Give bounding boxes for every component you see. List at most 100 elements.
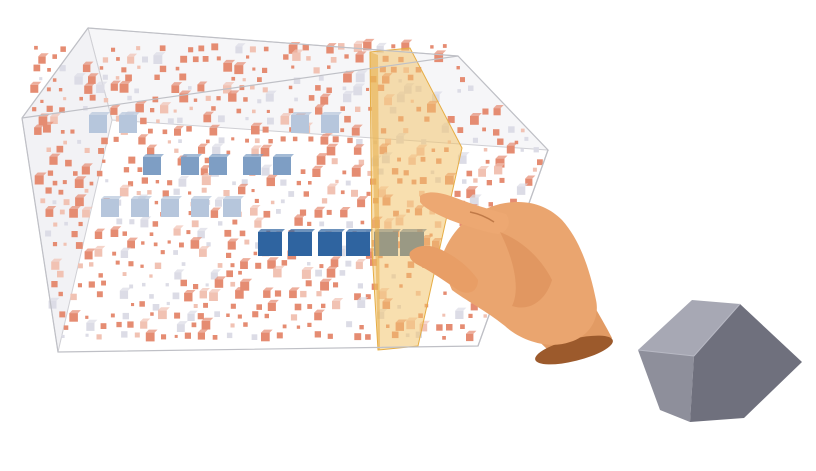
voxel	[468, 313, 473, 318]
highlighted-voxel-top	[143, 154, 164, 157]
voxel	[319, 264, 324, 269]
voxel	[254, 198, 259, 203]
voxel-top	[315, 104, 326, 108]
voxel-top	[159, 102, 172, 106]
voxel	[200, 168, 208, 176]
voxel	[327, 186, 336, 195]
voxel	[351, 167, 361, 177]
voxel	[188, 211, 193, 216]
voxel-top	[340, 206, 351, 210]
voxel	[330, 259, 339, 267]
cube-front-face	[638, 350, 694, 422]
voxel	[116, 218, 123, 225]
highlighted-voxel-top	[131, 196, 152, 199]
voxel-top	[171, 82, 183, 86]
voxel	[340, 128, 345, 133]
voxel	[316, 291, 322, 297]
voxel-top	[525, 175, 536, 179]
voxel	[172, 292, 180, 300]
voxel	[320, 96, 329, 105]
voxel-top	[280, 113, 293, 117]
voxel	[495, 158, 505, 168]
voxel	[234, 65, 244, 75]
voxel	[46, 87, 51, 92]
slice-plane[interactable]	[369, 47, 463, 351]
voxel-top	[74, 73, 86, 77]
voxel-top	[234, 62, 247, 66]
voxel-top	[190, 237, 203, 241]
voxel	[173, 228, 181, 236]
voxel	[197, 230, 205, 239]
voxel	[291, 65, 295, 69]
voxel	[167, 180, 173, 186]
voxel	[226, 252, 232, 258]
voxel	[314, 331, 321, 338]
voxel	[366, 191, 371, 196]
voxel	[39, 77, 43, 81]
hand-pointer-icon[interactable]	[409, 192, 615, 370]
voxel	[102, 74, 108, 80]
voxel	[252, 311, 259, 318]
voxel-top	[86, 319, 98, 323]
voxel-top	[94, 245, 106, 249]
voxel-top	[127, 53, 138, 57]
highlighted-voxel-top	[243, 154, 264, 157]
voxel	[347, 137, 353, 144]
voxel	[179, 93, 189, 103]
highlighted-voxel	[318, 232, 342, 256]
voxel	[69, 209, 78, 218]
highlighted-voxel-top	[223, 196, 244, 199]
voxel	[292, 52, 301, 61]
voxel	[102, 57, 109, 63]
voxel	[499, 177, 505, 183]
voxel	[47, 170, 54, 176]
voxel	[473, 178, 478, 183]
voxel	[174, 312, 181, 319]
voxel-top	[201, 317, 214, 321]
voxel	[113, 136, 119, 142]
voxel	[267, 117, 274, 125]
voxel	[457, 89, 461, 93]
voxel-top	[119, 80, 132, 84]
voxel-top	[506, 142, 518, 146]
voxel	[239, 230, 246, 237]
voxel-top	[267, 257, 279, 261]
voxel	[142, 282, 146, 287]
slice-plane-surface[interactable]	[369, 47, 463, 351]
voxel	[179, 73, 187, 81]
voxel	[122, 312, 129, 320]
voxel	[215, 199, 222, 207]
voxel	[339, 270, 346, 276]
voxel-top	[110, 80, 121, 84]
voxel	[241, 179, 248, 186]
voxel	[167, 118, 174, 125]
voxel-top	[203, 111, 215, 115]
voxel	[472, 137, 478, 143]
voxel-top	[69, 206, 81, 210]
voxel	[280, 116, 290, 125]
voxel-top	[110, 226, 122, 230]
voxel-top	[197, 81, 208, 85]
voxel	[315, 269, 322, 277]
voxel	[51, 281, 58, 288]
voxel-top	[74, 176, 87, 180]
voxel	[188, 86, 192, 90]
voxel-top	[75, 194, 87, 198]
voxel	[266, 109, 270, 113]
voxel-top	[127, 237, 138, 241]
voxel	[263, 290, 271, 298]
cube-icon[interactable]	[637, 300, 802, 422]
voxel	[116, 57, 120, 61]
voxel-top	[251, 122, 263, 126]
voxel	[63, 140, 67, 145]
voxel	[127, 321, 134, 328]
voxel	[84, 251, 93, 260]
highlighted-voxel-top	[321, 112, 342, 115]
voxel	[333, 282, 339, 288]
voxel	[192, 56, 199, 63]
voxel	[96, 334, 102, 340]
voxel	[493, 129, 500, 136]
voxel	[321, 303, 326, 309]
voxel	[243, 97, 248, 102]
voxel	[58, 88, 63, 92]
